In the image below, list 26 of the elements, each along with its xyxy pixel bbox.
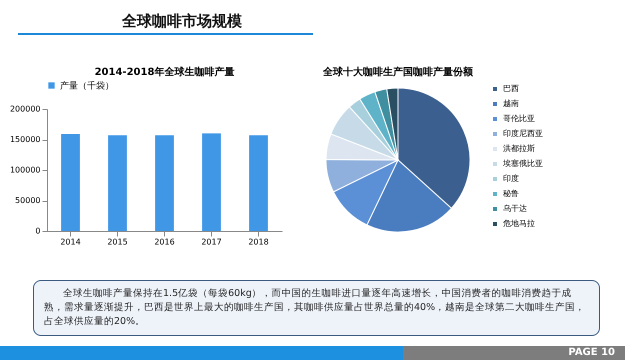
legend-label: 埃塞俄比亚 bbox=[502, 159, 543, 168]
y-tick-label: 100000 bbox=[10, 166, 40, 174]
y-tick-label: 200000 bbox=[10, 104, 40, 114]
legend-label: 危地马拉 bbox=[503, 219, 535, 228]
x-tick-label: 2017 bbox=[201, 238, 222, 246]
x-tick-label: 2016 bbox=[154, 238, 175, 246]
legend-label: 产量（千袋） bbox=[60, 80, 114, 92]
x-tick-label: 2015 bbox=[107, 238, 128, 246]
text: 全球咖啡市场规模 bbox=[122, 12, 242, 31]
y-tick-label: 0 bbox=[35, 226, 40, 236]
y-tick-label: 150000 bbox=[10, 135, 40, 144]
x-tick-label: 2018 bbox=[248, 238, 269, 246]
legend-label: 洪都拉斯 bbox=[503, 144, 535, 153]
legend-label: 乌干达 bbox=[503, 204, 527, 213]
legend-label: 巴西 bbox=[503, 84, 519, 93]
legend-label: 秘鲁 bbox=[503, 189, 519, 198]
chart-title: 全球十大咖啡生产国咖啡产量份额 bbox=[322, 66, 474, 78]
legend-label: 越南 bbox=[503, 99, 519, 108]
legend-label: 印度尼西亚 bbox=[503, 129, 543, 138]
text: 全球生咖啡产量保持在1.5亿袋（每袋60kg），而中国的生咖啡进口量逐年高速增长，中国消费者的咖啡消费趋于成熟，需求量逐渐提升，巴西是世界上最大的咖啡生产国，其咖啡供应量占世界总量的40%，越南是全球第二大咖啡生产国，占全球供应量的20%。 bbox=[33, 280, 600, 336]
text: PAGE 10 bbox=[568, 346, 615, 360]
legend-label: 印度 bbox=[503, 174, 519, 183]
x-tick-label: 2014 bbox=[60, 238, 81, 246]
y-tick-label: 50000 bbox=[15, 196, 40, 205]
legend-label: 哥伦比亚 bbox=[503, 114, 535, 123]
chart-title: 2014-2018年全球生咖啡产量 bbox=[94, 66, 234, 78]
